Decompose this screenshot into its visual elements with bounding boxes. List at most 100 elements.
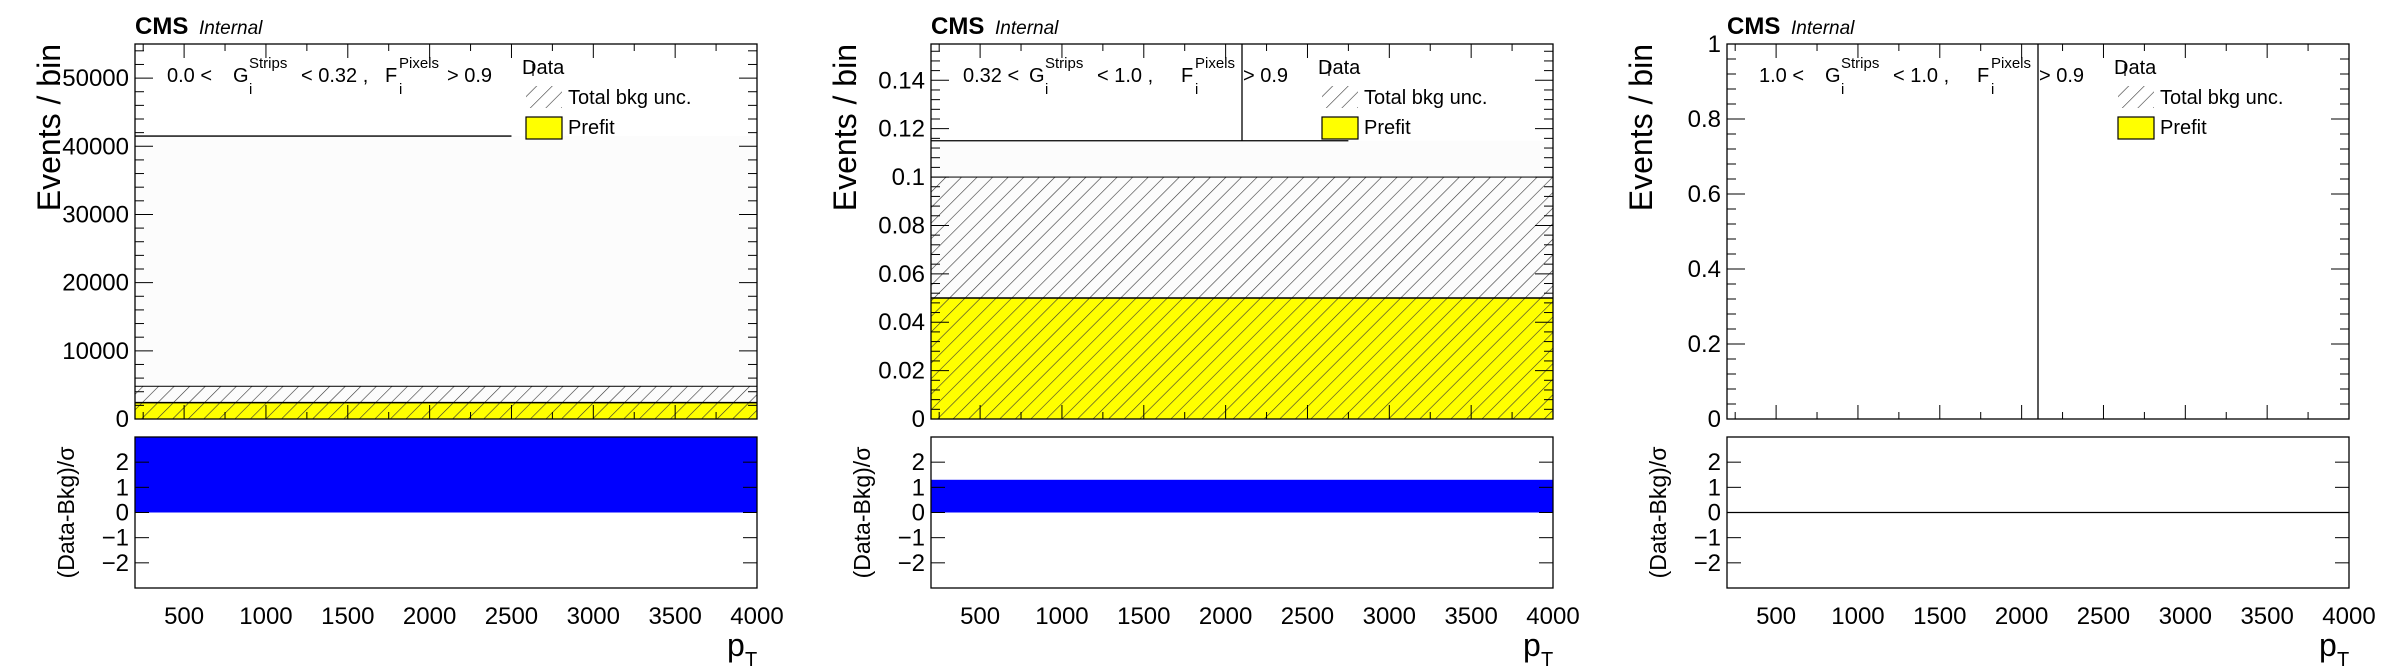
- ratio-y-tick-label: 0: [1708, 500, 1721, 527]
- status-label: Internal: [199, 18, 263, 39]
- cut-f-sup: Pixels: [1195, 55, 1235, 72]
- cut-f-sup: Pixels: [1991, 55, 2031, 72]
- cut-g-sub: i: [1045, 81, 1048, 98]
- y-tick-label: 0.6: [1688, 181, 1721, 208]
- stacked-background-fill: [135, 136, 757, 419]
- ratio-y-tick-label: 1: [912, 474, 925, 501]
- x-tick-label: 4000: [730, 603, 783, 630]
- experiment-label: CMS: [1727, 13, 1780, 40]
- cut-low: 0.32 <: [963, 65, 1019, 87]
- x-tick-label: 4000: [2322, 603, 2375, 630]
- x-axis-title-sub: T: [1541, 649, 1553, 671]
- legend-prefit-swatch: [2117, 116, 2155, 140]
- x-tick-label: 1500: [321, 603, 374, 630]
- y-axis-title: Events / bin: [31, 44, 67, 211]
- x-tick-label: 4000: [1526, 603, 1579, 630]
- legend-unc-swatch: [2118, 86, 2154, 108]
- y-tick-label: 0.08: [878, 212, 925, 239]
- y-axis-title: Events / bin: [1623, 44, 1659, 211]
- legend-prefit-label: Prefit: [2160, 117, 2207, 139]
- cut-threshold: > 0.9: [1243, 65, 1288, 87]
- x-tick-label: 3500: [2240, 603, 2293, 630]
- ratio-y-tick-label: 1: [116, 474, 129, 501]
- x-tick-label: 3500: [1444, 603, 1497, 630]
- x-tick-label: 500: [1756, 603, 1796, 630]
- legend-prefit-swatch: [525, 116, 563, 140]
- legend-unc-swatch: [1322, 86, 1358, 108]
- ratio-bar: [135, 437, 757, 513]
- y-tick-label: 0.06: [878, 261, 925, 288]
- x-tick-label: 1000: [239, 603, 292, 630]
- legend-data-label: Data: [1318, 57, 1361, 79]
- y-tick-label: 0.02: [878, 358, 925, 385]
- x-tick-label: 3000: [567, 603, 620, 630]
- ratio-y-tick-label: −1: [102, 525, 129, 552]
- x-tick-label: 1000: [1831, 603, 1884, 630]
- legend-data-label: Data: [522, 57, 565, 79]
- ratio-y-tick-label: −1: [898, 525, 925, 552]
- cut-low: 1.0 <: [1759, 65, 1804, 87]
- upper-frame: [134, 43, 758, 420]
- x-tick-label: 1500: [1913, 603, 1966, 630]
- upper-frame: [1726, 43, 2350, 420]
- x-tick-label: 3000: [2159, 603, 2212, 630]
- experiment-label: CMS: [931, 13, 984, 40]
- x-tick-label: 3500: [648, 603, 701, 630]
- cut-f: F: [385, 65, 397, 87]
- y-tick-label: 40000: [62, 133, 129, 160]
- ratio-y-tick-label: −1: [1694, 525, 1721, 552]
- x-tick-label: 2000: [1995, 603, 2048, 630]
- y-tick-label: 0: [116, 406, 129, 433]
- ratio-y-axis-title: (Data-Bkg)/σ: [1645, 447, 1671, 579]
- y-tick-label: 20000: [62, 270, 129, 297]
- legend-data-label: Data: [2114, 57, 2157, 79]
- y-tick-label: 0.4: [1688, 256, 1721, 283]
- ratio-y-tick-label: −2: [102, 550, 129, 577]
- cut-g: G: [1029, 65, 1045, 87]
- cut-threshold: > 0.9: [447, 65, 492, 87]
- x-tick-label: 2500: [2077, 603, 2130, 630]
- cut-mid: < 1.0 ,: [1097, 65, 1153, 87]
- status-label: Internal: [995, 18, 1059, 39]
- x-tick-label: 2500: [485, 603, 538, 630]
- cut-f: F: [1977, 65, 1989, 87]
- x-axis-title-sub: T: [2337, 649, 2349, 671]
- x-axis-title: p: [1523, 627, 1541, 663]
- cut-mid: < 1.0 ,: [1893, 65, 1949, 87]
- ratio-y-tick-label: −2: [898, 550, 925, 577]
- ratio-y-axis-title: (Data-Bkg)/σ: [53, 447, 79, 579]
- cut-f-sub: i: [1195, 81, 1198, 98]
- y-tick-label: 0: [912, 406, 925, 433]
- cut-mid: < 0.32 ,: [301, 65, 368, 87]
- cut-g-sub: i: [1841, 81, 1844, 98]
- legend-prefit-label: Prefit: [1364, 117, 1411, 139]
- ratio-y-tick-label: 2: [1708, 449, 1721, 476]
- ratio-y-tick-label: 2: [912, 449, 925, 476]
- y-tick-label: 1: [1708, 31, 1721, 58]
- cut-f-sup: Pixels: [399, 55, 439, 72]
- cut-g-sub: i: [249, 81, 252, 98]
- y-tick-label: 0.1: [892, 164, 925, 191]
- panel-middle: 0 0.02 0.04 0.06 0.08 0.1 0.12 0.14 500 1000 1500 2…: [827, 13, 1580, 671]
- cut-g-sup: Strips: [1841, 55, 1879, 72]
- y-tick-label: 50000: [62, 65, 129, 92]
- legend-unc-label: Total bkg unc.: [1364, 87, 1487, 109]
- y-tick-label: 10000: [62, 338, 129, 365]
- y-tick-label: 30000: [62, 201, 129, 228]
- cut-g: G: [233, 65, 249, 87]
- cut-f-sub: i: [399, 81, 402, 98]
- cut-f: F: [1181, 65, 1193, 87]
- y-tick-label: 0.8: [1688, 106, 1721, 133]
- upper-frame: [930, 43, 1554, 420]
- y-tick-label: 0.14: [878, 67, 925, 94]
- legend-prefit-swatch: [1321, 116, 1359, 140]
- x-tick-label: 2000: [403, 603, 456, 630]
- x-tick-label: 2000: [1199, 603, 1252, 630]
- ratio-y-tick-label: 2: [116, 449, 129, 476]
- y-tick-label: 0.12: [878, 116, 925, 143]
